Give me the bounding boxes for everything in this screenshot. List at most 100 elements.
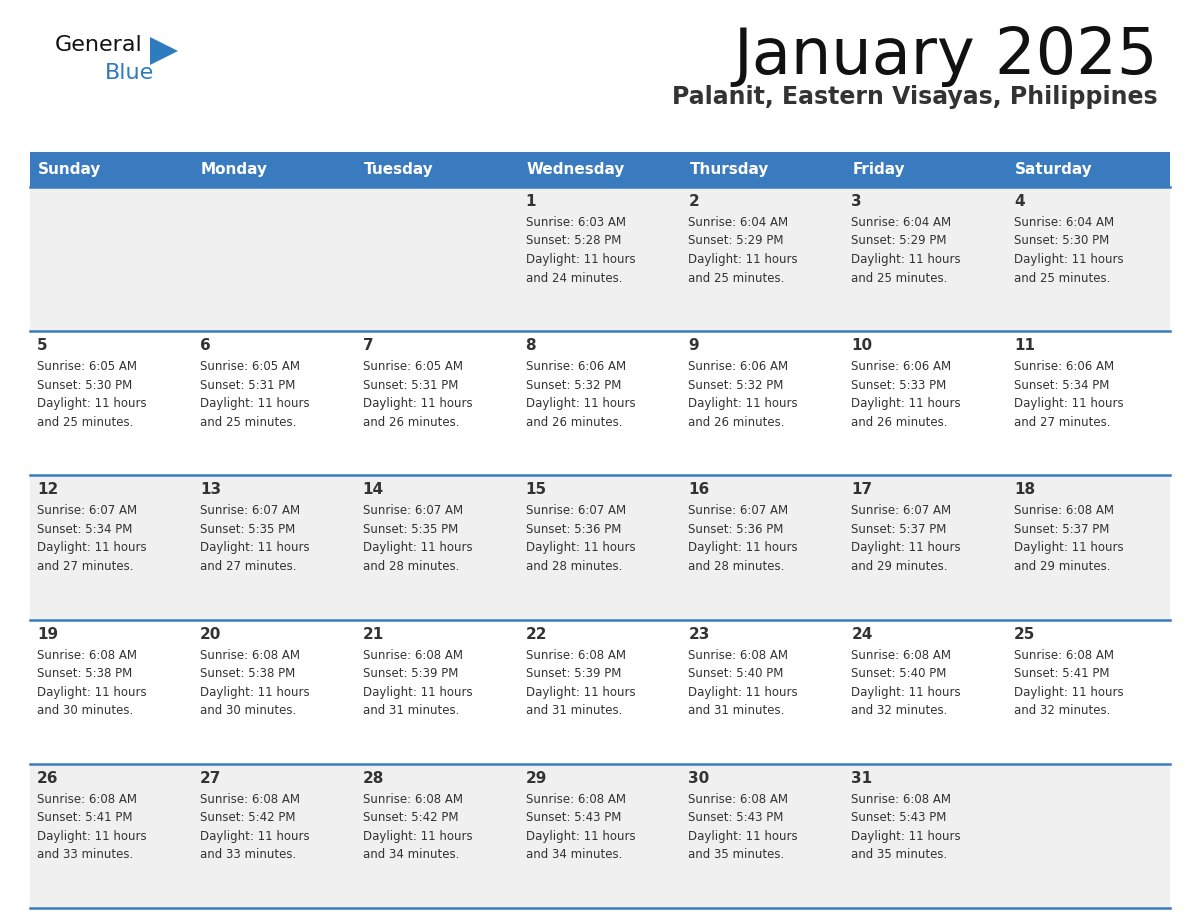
Text: 8: 8 xyxy=(525,338,536,353)
Text: Sunset: 5:36 PM: Sunset: 5:36 PM xyxy=(688,523,784,536)
Text: Sunset: 5:34 PM: Sunset: 5:34 PM xyxy=(1015,379,1110,392)
Text: Daylight: 11 hours: Daylight: 11 hours xyxy=(37,830,146,843)
Text: Sunrise: 6:08 AM: Sunrise: 6:08 AM xyxy=(1015,504,1114,518)
Text: 4: 4 xyxy=(1015,194,1025,209)
Text: 16: 16 xyxy=(688,482,709,498)
Text: Daylight: 11 hours: Daylight: 11 hours xyxy=(1015,686,1124,699)
Text: Daylight: 11 hours: Daylight: 11 hours xyxy=(200,686,310,699)
Text: Daylight: 11 hours: Daylight: 11 hours xyxy=(1015,253,1124,266)
Text: Sunrise: 6:08 AM: Sunrise: 6:08 AM xyxy=(1015,649,1114,662)
Text: Daylight: 11 hours: Daylight: 11 hours xyxy=(852,397,961,410)
Text: and 25 minutes.: and 25 minutes. xyxy=(37,416,133,429)
Text: 28: 28 xyxy=(362,771,384,786)
Text: and 35 minutes.: and 35 minutes. xyxy=(852,848,948,861)
Text: Sunset: 5:40 PM: Sunset: 5:40 PM xyxy=(688,667,784,680)
Text: Daylight: 11 hours: Daylight: 11 hours xyxy=(688,542,798,554)
Text: and 29 minutes.: and 29 minutes. xyxy=(1015,560,1111,573)
Text: Sunset: 5:33 PM: Sunset: 5:33 PM xyxy=(852,379,947,392)
Text: 26: 26 xyxy=(37,771,58,786)
Text: Sunset: 5:42 PM: Sunset: 5:42 PM xyxy=(362,812,459,824)
Text: and 28 minutes.: and 28 minutes. xyxy=(525,560,623,573)
Text: 5: 5 xyxy=(37,338,48,353)
Text: 3: 3 xyxy=(852,194,862,209)
Text: 12: 12 xyxy=(37,482,58,498)
Text: and 25 minutes.: and 25 minutes. xyxy=(200,416,296,429)
Text: Daylight: 11 hours: Daylight: 11 hours xyxy=(362,397,473,410)
Text: Sunday: Sunday xyxy=(38,162,101,177)
Text: Daylight: 11 hours: Daylight: 11 hours xyxy=(688,830,798,843)
Text: Daylight: 11 hours: Daylight: 11 hours xyxy=(852,686,961,699)
Text: Sunrise: 6:07 AM: Sunrise: 6:07 AM xyxy=(688,504,789,518)
Text: Daylight: 11 hours: Daylight: 11 hours xyxy=(525,397,636,410)
Text: Sunrise: 6:06 AM: Sunrise: 6:06 AM xyxy=(1015,360,1114,374)
Text: Sunset: 5:41 PM: Sunset: 5:41 PM xyxy=(1015,667,1110,680)
Text: Sunset: 5:41 PM: Sunset: 5:41 PM xyxy=(37,812,133,824)
Text: Sunset: 5:42 PM: Sunset: 5:42 PM xyxy=(200,812,296,824)
Text: Sunset: 5:43 PM: Sunset: 5:43 PM xyxy=(852,812,947,824)
Text: Sunset: 5:43 PM: Sunset: 5:43 PM xyxy=(688,812,784,824)
Text: and 33 minutes.: and 33 minutes. xyxy=(37,848,133,861)
Text: and 32 minutes.: and 32 minutes. xyxy=(852,704,948,717)
Text: Daylight: 11 hours: Daylight: 11 hours xyxy=(200,397,310,410)
Text: 6: 6 xyxy=(200,338,210,353)
Text: and 26 minutes.: and 26 minutes. xyxy=(525,416,623,429)
Text: Daylight: 11 hours: Daylight: 11 hours xyxy=(688,253,798,266)
Text: Sunrise: 6:07 AM: Sunrise: 6:07 AM xyxy=(200,504,301,518)
Text: Monday: Monday xyxy=(201,162,267,177)
Text: 9: 9 xyxy=(688,338,699,353)
Text: Sunset: 5:36 PM: Sunset: 5:36 PM xyxy=(525,523,621,536)
Text: Daylight: 11 hours: Daylight: 11 hours xyxy=(362,542,473,554)
Text: Sunset: 5:37 PM: Sunset: 5:37 PM xyxy=(852,523,947,536)
Text: 14: 14 xyxy=(362,482,384,498)
Text: 27: 27 xyxy=(200,771,221,786)
Text: Daylight: 11 hours: Daylight: 11 hours xyxy=(1015,397,1124,410)
Text: 17: 17 xyxy=(852,482,872,498)
Text: 13: 13 xyxy=(200,482,221,498)
Text: and 30 minutes.: and 30 minutes. xyxy=(37,704,133,717)
Text: Sunset: 5:31 PM: Sunset: 5:31 PM xyxy=(362,379,459,392)
Text: Daylight: 11 hours: Daylight: 11 hours xyxy=(200,542,310,554)
Text: 18: 18 xyxy=(1015,482,1035,498)
Text: Sunset: 5:37 PM: Sunset: 5:37 PM xyxy=(1015,523,1110,536)
Text: Sunrise: 6:07 AM: Sunrise: 6:07 AM xyxy=(852,504,952,518)
Text: Daylight: 11 hours: Daylight: 11 hours xyxy=(852,830,961,843)
Text: Sunset: 5:39 PM: Sunset: 5:39 PM xyxy=(525,667,621,680)
Text: Sunrise: 6:08 AM: Sunrise: 6:08 AM xyxy=(200,649,299,662)
Text: 23: 23 xyxy=(688,627,709,642)
Text: Daylight: 11 hours: Daylight: 11 hours xyxy=(362,686,473,699)
Text: 29: 29 xyxy=(525,771,546,786)
Text: and 34 minutes.: and 34 minutes. xyxy=(525,848,623,861)
Text: Daylight: 11 hours: Daylight: 11 hours xyxy=(1015,542,1124,554)
Text: Sunset: 5:39 PM: Sunset: 5:39 PM xyxy=(362,667,459,680)
Text: Sunset: 5:29 PM: Sunset: 5:29 PM xyxy=(688,234,784,248)
Text: and 26 minutes.: and 26 minutes. xyxy=(688,416,785,429)
Text: Sunrise: 6:08 AM: Sunrise: 6:08 AM xyxy=(688,793,789,806)
Bar xyxy=(30,331,1170,476)
Text: and 28 minutes.: and 28 minutes. xyxy=(688,560,785,573)
Text: and 31 minutes.: and 31 minutes. xyxy=(525,704,623,717)
Text: Sunset: 5:43 PM: Sunset: 5:43 PM xyxy=(525,812,621,824)
Text: Saturday: Saturday xyxy=(1015,162,1093,177)
Text: Sunset: 5:40 PM: Sunset: 5:40 PM xyxy=(852,667,947,680)
Text: Daylight: 11 hours: Daylight: 11 hours xyxy=(852,542,961,554)
Text: and 29 minutes.: and 29 minutes. xyxy=(852,560,948,573)
Text: and 25 minutes.: and 25 minutes. xyxy=(688,272,785,285)
Text: Sunset: 5:32 PM: Sunset: 5:32 PM xyxy=(525,379,621,392)
Text: Sunrise: 6:08 AM: Sunrise: 6:08 AM xyxy=(852,649,952,662)
Text: Sunrise: 6:04 AM: Sunrise: 6:04 AM xyxy=(852,216,952,229)
Text: Daylight: 11 hours: Daylight: 11 hours xyxy=(688,686,798,699)
Text: and 35 minutes.: and 35 minutes. xyxy=(688,848,785,861)
Text: 30: 30 xyxy=(688,771,709,786)
Bar xyxy=(30,152,1170,187)
Text: 20: 20 xyxy=(200,627,221,642)
Text: 15: 15 xyxy=(525,482,546,498)
Text: Sunrise: 6:06 AM: Sunrise: 6:06 AM xyxy=(688,360,789,374)
Text: Sunset: 5:29 PM: Sunset: 5:29 PM xyxy=(852,234,947,248)
Text: Sunset: 5:30 PM: Sunset: 5:30 PM xyxy=(1015,234,1110,248)
Text: 21: 21 xyxy=(362,627,384,642)
Text: 11: 11 xyxy=(1015,338,1035,353)
Text: Sunset: 5:31 PM: Sunset: 5:31 PM xyxy=(200,379,296,392)
Text: 22: 22 xyxy=(525,627,546,642)
Text: Sunrise: 6:08 AM: Sunrise: 6:08 AM xyxy=(688,649,789,662)
Text: Tuesday: Tuesday xyxy=(364,162,434,177)
